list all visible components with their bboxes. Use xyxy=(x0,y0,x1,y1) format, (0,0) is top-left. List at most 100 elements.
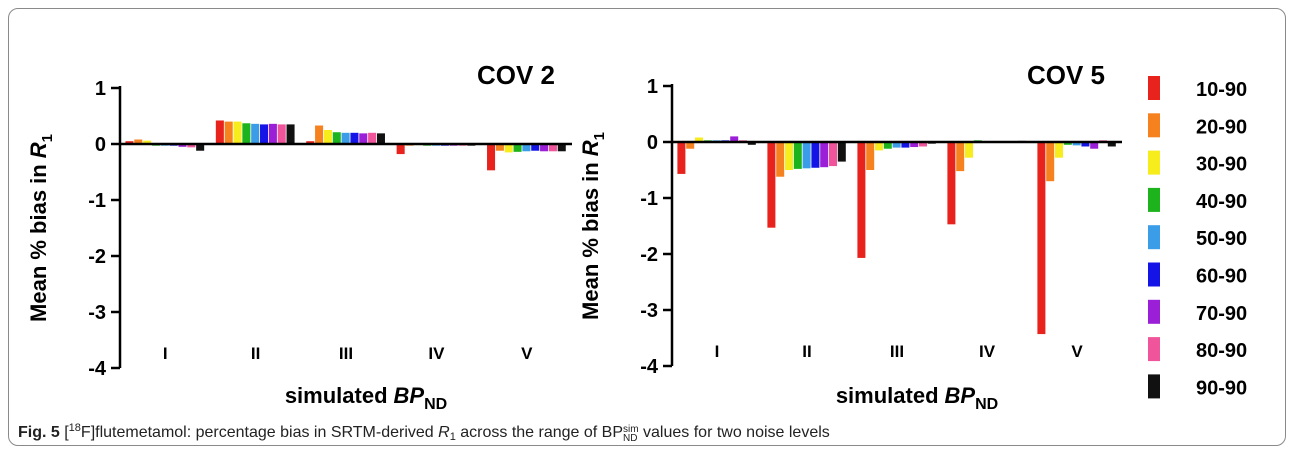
y-tick-label: -3 xyxy=(640,300,658,322)
bar xyxy=(1107,142,1116,147)
bar xyxy=(368,132,377,144)
bar xyxy=(1090,142,1099,149)
bar xyxy=(919,142,927,147)
legend-swatch xyxy=(1148,337,1160,362)
bar xyxy=(513,144,522,152)
bar xyxy=(837,142,846,162)
bar xyxy=(315,125,324,144)
legend-swatch xyxy=(1148,113,1160,138)
caption-text: 18 xyxy=(68,422,81,434)
y-tick-label: -4 xyxy=(640,356,659,378)
caption-text: F]flutemetamol: percentage bias in SRTM-… xyxy=(80,424,439,441)
bar xyxy=(910,142,919,148)
bar xyxy=(820,142,829,168)
caption-text: across the range of BP xyxy=(455,424,624,441)
y-tick-label: -1 xyxy=(640,188,658,210)
caption-text: 1 xyxy=(449,431,456,443)
bar xyxy=(540,144,549,152)
bar xyxy=(747,142,756,145)
bar xyxy=(1081,142,1090,147)
legend-label: 80-90 xyxy=(1196,340,1247,362)
bar xyxy=(883,142,892,149)
legend-swatch xyxy=(1148,262,1160,287)
y-tick-label: -3 xyxy=(88,302,106,324)
x-tick-label: IV xyxy=(979,342,996,361)
legend-label: 90-90 xyxy=(1196,377,1247,399)
caption-text: sim xyxy=(623,424,639,435)
bar xyxy=(730,136,739,142)
y-axis-label-var: R xyxy=(26,142,51,158)
bar xyxy=(793,142,802,169)
bar xyxy=(875,142,883,151)
x-tick-label: V xyxy=(521,344,533,363)
chart-title: COV 2 xyxy=(477,60,555,90)
y-axis-label-text: Mean % bias in xyxy=(578,162,603,320)
legend-label: 10-90 xyxy=(1196,79,1247,101)
legend-swatch xyxy=(1148,374,1160,399)
bar xyxy=(233,121,242,144)
bar xyxy=(767,142,776,228)
legend-label: 40-90 xyxy=(1196,191,1247,213)
bar xyxy=(277,124,286,144)
bar xyxy=(531,144,540,151)
legend-swatch xyxy=(1148,225,1160,250)
bar xyxy=(196,144,205,151)
caption-text: sim ND xyxy=(623,424,639,444)
bar xyxy=(776,142,785,177)
legend-swatch xyxy=(1148,76,1160,100)
caption-label: Fig. 5 xyxy=(18,424,60,441)
bar xyxy=(811,142,820,168)
y-axis-label: Mean % bias in R1 xyxy=(26,134,56,322)
bar xyxy=(965,142,973,158)
bar xyxy=(857,142,866,258)
bar xyxy=(557,144,566,152)
bar xyxy=(396,144,405,155)
bar xyxy=(548,144,557,152)
bar xyxy=(125,141,134,144)
x-tick-label: III xyxy=(339,344,353,363)
bar xyxy=(332,132,341,144)
bar xyxy=(268,123,277,144)
legend-swatch xyxy=(1148,187,1160,212)
legend-swatch xyxy=(1148,299,1160,324)
caption-text: [ xyxy=(59,424,69,441)
bar xyxy=(350,132,359,144)
x-axis-label-text: simulated xyxy=(285,383,388,408)
bar xyxy=(677,142,686,174)
y-axis-label-sub: 1 xyxy=(591,132,608,140)
caption-text: values for two noise levels xyxy=(638,424,830,441)
bar xyxy=(251,123,260,144)
bar xyxy=(1055,142,1063,158)
legend-label: 30-90 xyxy=(1196,154,1247,176)
bar xyxy=(956,142,965,172)
x-tick-label: V xyxy=(1071,342,1083,361)
bar xyxy=(134,139,143,144)
bar xyxy=(1072,142,1081,146)
bar xyxy=(487,144,496,171)
bar xyxy=(947,142,956,225)
bar xyxy=(306,141,315,144)
caption-text: R xyxy=(438,424,450,441)
bar xyxy=(785,142,793,170)
x-axis-label: simulated BPND xyxy=(836,383,998,413)
y-tick-label: 0 xyxy=(95,134,106,156)
bar xyxy=(504,144,513,153)
bar xyxy=(359,133,368,144)
bar xyxy=(187,144,196,148)
bar xyxy=(260,124,269,144)
y-tick-label: 0 xyxy=(647,132,658,154)
x-tick-label: I xyxy=(163,344,168,363)
y-tick-label: 1 xyxy=(647,76,658,98)
bar xyxy=(901,142,910,148)
legend-label: 70-90 xyxy=(1196,303,1247,325)
bar xyxy=(323,130,332,144)
y-tick-label: -2 xyxy=(88,246,106,268)
legend-label: 20-90 xyxy=(1196,116,1247,138)
x-axis-label-sub: ND xyxy=(424,396,447,413)
x-axis-label-text: simulated xyxy=(836,383,939,408)
bar xyxy=(892,142,901,148)
bar xyxy=(829,142,837,167)
y-axis-label-var: R xyxy=(578,140,603,156)
